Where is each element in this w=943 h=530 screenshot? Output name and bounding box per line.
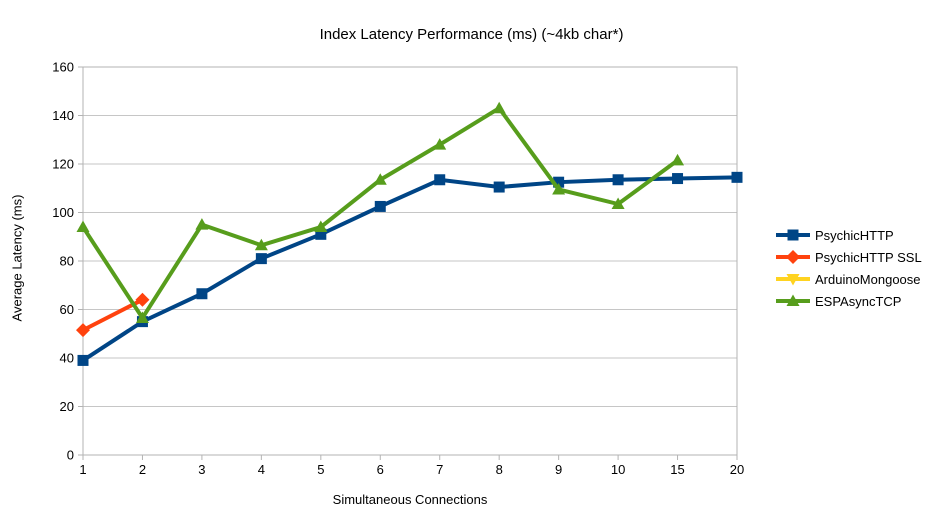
legend-label: PsychicHTTP — [815, 227, 894, 243]
data-point-marker-psychichttp — [374, 200, 386, 212]
data-point-marker-psychichttp — [77, 354, 89, 366]
legend-marker — [786, 294, 800, 306]
data-point-marker-espasynctcp — [254, 238, 268, 251]
y-tick-label: 80 — [60, 254, 74, 269]
data-point-marker-psychichttp — [612, 174, 624, 186]
x-tick-label: 9 — [555, 462, 562, 477]
data-point-marker-espasynctcp — [611, 197, 625, 210]
y-tick-label: 60 — [60, 302, 74, 317]
x-tick-label: 1 — [79, 462, 86, 477]
data-point-marker-psychichttp — [493, 181, 505, 193]
data-point-marker-psychichttp — [255, 253, 267, 265]
diamond-legend-marker-icon — [776, 250, 810, 264]
x-tick-label: 7 — [436, 462, 443, 477]
data-point-marker-psychichttp-ssl — [76, 323, 90, 338]
y-tick-label: 160 — [52, 60, 74, 75]
legend-item-arduinomongoose: ArduinoMongoose — [776, 268, 922, 290]
data-point-marker-espasynctcp — [195, 218, 209, 230]
legend-marker — [786, 274, 800, 286]
series-line-espasynctcp — [81, 105, 679, 322]
data-point-marker-espasynctcp — [433, 138, 447, 150]
data-point-marker-psychichttp — [196, 288, 208, 300]
series-line-psychichttp — [81, 175, 738, 363]
x-tick-label: 5 — [317, 462, 324, 477]
data-point-marker-espasynctcp — [135, 311, 149, 323]
data-point-marker-espasynctcp — [314, 220, 328, 233]
legend-label: ArduinoMongoose — [815, 271, 921, 287]
square-legend-marker-icon — [776, 229, 810, 241]
y-tick-label: 140 — [52, 108, 74, 123]
x-tick-label: 2 — [139, 462, 146, 477]
x-tick-label: 8 — [496, 462, 503, 477]
x-tick-label: 4 — [258, 462, 265, 477]
legend-label: ESPAsyncTCP — [815, 293, 902, 309]
y-tick-label: 20 — [60, 399, 74, 414]
x-tick-label: 3 — [198, 462, 205, 477]
y-tick-label: 100 — [52, 205, 74, 220]
data-point-marker-espasynctcp — [76, 220, 90, 233]
data-point-marker-espasynctcp — [552, 182, 566, 195]
legend-item-psychichttp: PsychicHTTP — [776, 224, 922, 246]
data-point-marker-espasynctcp — [373, 173, 387, 185]
data-point-marker-espasynctcp — [671, 153, 685, 166]
data-point-marker-psychichttp — [731, 171, 743, 183]
x-tick-label: 20 — [730, 462, 744, 477]
legend-label: PsychicHTTP SSL — [815, 249, 922, 265]
triangle-up-legend-marker-icon — [776, 294, 810, 306]
legend-marker — [787, 229, 799, 241]
x-axis-title: Simultaneous Connections — [332, 492, 488, 507]
legend-marker — [786, 250, 800, 264]
data-point-marker-psychichttp — [434, 174, 446, 186]
y-tick-label: 120 — [52, 157, 74, 172]
x-tick-label: 15 — [670, 462, 684, 477]
data-point-marker-psychichttp — [672, 173, 684, 185]
x-tick-label: 6 — [377, 462, 384, 477]
legend: PsychicHTTP PsychicHTTP SSL ArduinoMongoos… — [776, 224, 922, 312]
chart-title: Index Latency Performance (ms) (~4kb cha… — [319, 26, 624, 43]
data-point-marker-espasynctcp — [492, 101, 506, 114]
x-tick-label: 10 — [611, 462, 625, 477]
legend-item-espasynctcp: ESPAsyncTCP — [776, 290, 922, 312]
data-point-marker-psychichttp-ssl — [135, 292, 150, 307]
legend-item-psychichttp-ssl: PsychicHTTP SSL — [776, 246, 922, 268]
triangle-down-legend-marker-icon — [776, 274, 810, 286]
y-tick-label: 0 — [67, 448, 74, 463]
y-tick-label: 40 — [60, 351, 74, 366]
